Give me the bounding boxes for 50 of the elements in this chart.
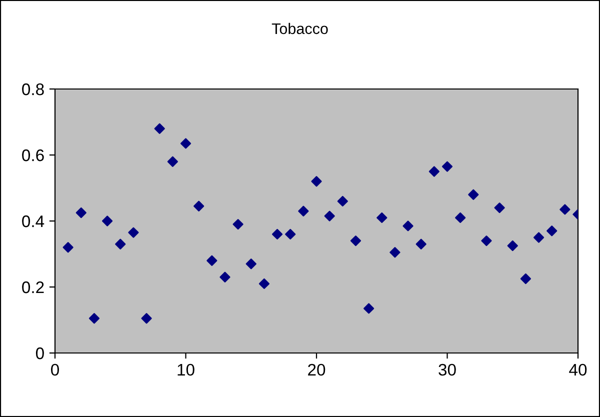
point (364, 303, 374, 314)
point (206, 255, 218, 266)
point (194, 200, 204, 212)
x-tick-label: 10 (178, 364, 194, 376)
y-tick-label: 0 (36, 347, 44, 360)
point (324, 210, 335, 222)
point (337, 196, 348, 206)
point (88, 313, 100, 324)
point (246, 258, 256, 270)
point (141, 313, 152, 324)
point (62, 242, 74, 253)
point (494, 202, 505, 214)
point (167, 156, 178, 167)
y-tick-label: 0.6 (22, 149, 44, 162)
x-tick-label: 20 (308, 364, 326, 376)
point (154, 123, 165, 134)
x-tick-label: 0 (51, 364, 59, 376)
x-tick-label: 30 (438, 364, 456, 376)
point (402, 220, 414, 232)
point (442, 161, 453, 172)
point (468, 189, 479, 200)
point (350, 236, 362, 246)
chart-title: Tobacco (272, 22, 328, 34)
y-tick-label: 0.4 (22, 215, 44, 228)
point (546, 226, 558, 236)
point (285, 228, 296, 240)
point (481, 236, 492, 246)
y-tick-label: 0.2 (22, 281, 44, 294)
x-tick-label: 40 (569, 364, 587, 376)
point (128, 227, 139, 238)
point (76, 207, 86, 218)
point (180, 138, 192, 149)
point (102, 216, 113, 226)
point (390, 247, 400, 258)
point (560, 204, 570, 215)
point (115, 238, 126, 250)
point (311, 176, 322, 187)
point (220, 272, 230, 282)
point (533, 232, 544, 243)
y-tick-label: 0.8 (22, 83, 44, 96)
point (416, 238, 426, 250)
point (520, 273, 531, 284)
point (376, 212, 388, 223)
point (272, 228, 283, 240)
point (507, 240, 518, 252)
point (455, 212, 466, 223)
point (232, 219, 244, 230)
point (428, 166, 440, 177)
point (258, 278, 270, 289)
point (298, 206, 309, 216)
